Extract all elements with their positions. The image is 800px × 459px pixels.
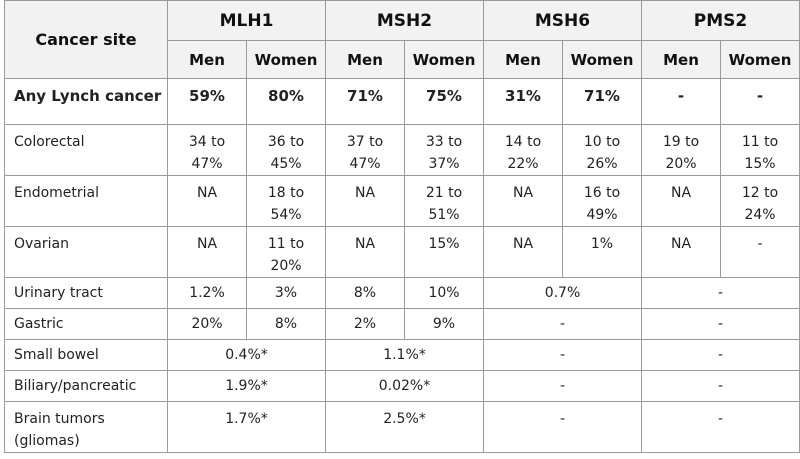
cell-pms2: - [640, 401, 800, 453]
row-label: Biliary/pancreatic [4, 370, 168, 402]
cell-mlh1-women: 36 to 45% [246, 124, 326, 176]
cell-mlh1-men: 1.2% [167, 277, 247, 309]
cell-msh6-women: 1% [562, 226, 642, 278]
cell-pms2-women: 12 to 24% [719, 175, 800, 227]
men-header: Men [641, 40, 721, 79]
men-header: Men [325, 40, 405, 79]
cell-msh6-women: 10 to 26% [562, 124, 642, 176]
cell-pms2: - [640, 277, 800, 309]
gene-header-msh6: MSH6 [483, 0, 642, 41]
cell-msh6-women: 71% [562, 78, 642, 125]
cell-mlh1-men: 59% [167, 78, 247, 125]
cell-msh2-women: 33 to 37% [404, 124, 484, 176]
cell-msh6: - [483, 339, 642, 371]
cell-msh2-men: 2% [325, 308, 405, 340]
cell-msh2-women: 75% [404, 78, 484, 125]
men-header: Men [167, 40, 247, 79]
cell-msh6-men: NA [483, 175, 563, 227]
cell-msh2-women: 15% [404, 226, 484, 278]
cell-mlh1-women: 3% [246, 277, 326, 309]
women-header: Women [562, 40, 642, 79]
cell-mlh1-men: NA [167, 226, 247, 278]
lynch-cancer-risk-table: Cancer site MLH1 MSH2 MSH6 PMS2 Men Wome… [4, 0, 800, 453]
cell-pms2-men: - [641, 78, 721, 125]
cell-msh2: 1.1%* [325, 339, 484, 371]
cell-pms2: - [640, 370, 800, 402]
row-label: Gastric [4, 308, 168, 340]
cell-pms2: - [640, 339, 800, 371]
table-row-ovarian: Ovarian NA 11 to 20% NA 15% NA 1% NA - [4, 226, 800, 278]
cell-pms2-women: 11 to 15% [719, 124, 800, 176]
cell-mlh1: 0.4%* [167, 339, 326, 371]
row-label: Brain tumors (gliomas) [4, 401, 168, 453]
cell-msh2-women: 10% [404, 277, 484, 309]
cell-msh6-men: NA [483, 226, 563, 278]
table-row-gastric: Gastric 20% 8% 2% 9% - - [4, 308, 800, 340]
row-label: Small bowel [4, 339, 168, 371]
cell-pms2-men: NA [641, 226, 721, 278]
cell-mlh1-women: 18 to 54% [246, 175, 326, 227]
cell-mlh1: 1.7%* [167, 401, 326, 453]
cell-pms2-men: 19 to 20% [641, 124, 721, 176]
table-row-small-bowel: Small bowel 0.4%* 1.1%* - - [4, 339, 800, 371]
gene-header-pms2: PMS2 [640, 0, 800, 41]
cell-msh6: 0.7% [483, 277, 642, 309]
cell-pms2: - [640, 308, 800, 340]
cell-pms2-women: - [719, 226, 800, 278]
row-label: Urinary tract [4, 277, 168, 309]
table-row-endometrial: Endometrial NA 18 to 54% NA 21 to 51% NA… [4, 175, 800, 227]
table-row-biliary-pancreatic: Biliary/pancreatic 1.9%* 0.02%* - - [4, 370, 800, 402]
row-label: Ovarian [4, 226, 168, 278]
gene-header-msh2: MSH2 [325, 0, 484, 41]
cell-mlh1-men: 20% [167, 308, 247, 340]
cell-msh2: 0.02%* [325, 370, 484, 402]
cell-mlh1-women: 80% [246, 78, 326, 125]
cell-msh6: - [483, 370, 642, 402]
cell-mlh1: 1.9%* [167, 370, 326, 402]
cell-msh6-men: 31% [483, 78, 563, 125]
cell-msh2-men: 37 to 47% [325, 124, 405, 176]
women-header: Women [404, 40, 484, 79]
cell-msh6-women: 16 to 49% [562, 175, 642, 227]
cell-pms2-men: NA [641, 175, 721, 227]
men-header: Men [483, 40, 563, 79]
cell-mlh1-men: 34 to 47% [167, 124, 247, 176]
cell-mlh1-women: 11 to 20% [246, 226, 326, 278]
cell-msh2-men: NA [325, 226, 405, 278]
row-label: Colorectal [4, 124, 168, 176]
women-header: Women [719, 40, 800, 79]
cell-pms2-women: - [719, 78, 800, 125]
women-header: Women [246, 40, 326, 79]
gene-header-mlh1: MLH1 [167, 0, 326, 41]
cell-msh2-women: 21 to 51% [404, 175, 484, 227]
table-row-any-lynch: Any Lynch cancer 59% 80% 71% 75% 31% 71%… [4, 78, 800, 125]
cell-msh6-men: 14 to 22% [483, 124, 563, 176]
table-row-brain-tumors: Brain tumors (gliomas) 1.7%* 2.5%* - - [4, 401, 800, 453]
row-label: Endometrial [4, 175, 168, 227]
cell-mlh1-men: NA [167, 175, 247, 227]
cell-msh2: 2.5%* [325, 401, 484, 453]
cell-msh6: - [483, 308, 642, 340]
cell-msh2-men: NA [325, 175, 405, 227]
cell-msh2-men: 71% [325, 78, 405, 125]
cell-msh6: - [483, 401, 642, 453]
table-row-colorectal: Colorectal 34 to 47% 36 to 45% 37 to 47%… [4, 124, 800, 176]
table-row-urinary-tract: Urinary tract 1.2% 3% 8% 10% 0.7% - [4, 277, 800, 309]
cell-msh2-women: 9% [404, 308, 484, 340]
row-label: Any Lynch cancer [4, 78, 168, 125]
cell-mlh1-women: 8% [246, 308, 326, 340]
cell-msh2-men: 8% [325, 277, 405, 309]
cancer-site-header: Cancer site [4, 0, 168, 79]
